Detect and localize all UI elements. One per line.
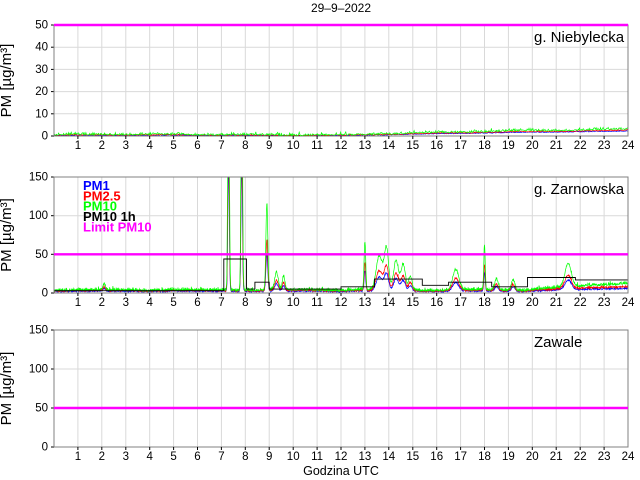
svg-text:14: 14 <box>382 451 395 463</box>
svg-text:0: 0 <box>42 442 48 454</box>
svg-text:14: 14 <box>382 297 395 309</box>
svg-text:19: 19 <box>502 451 515 463</box>
svg-text:12: 12 <box>335 451 348 463</box>
svg-text:6: 6 <box>194 451 200 463</box>
svg-text:13: 13 <box>359 297 372 309</box>
svg-text:16: 16 <box>430 140 443 152</box>
svg-text:17: 17 <box>454 140 467 152</box>
svg-text:6: 6 <box>194 140 200 152</box>
svg-text:24: 24 <box>622 451 635 463</box>
svg-text:7: 7 <box>218 297 224 309</box>
svg-text:20: 20 <box>526 297 539 309</box>
svg-text:100: 100 <box>29 364 48 376</box>
svg-text:15: 15 <box>406 297 419 309</box>
svg-text:16: 16 <box>430 297 443 309</box>
svg-text:150: 150 <box>29 172 48 184</box>
svg-text:14: 14 <box>382 140 395 152</box>
svg-text:22: 22 <box>574 297 587 309</box>
svg-text:22: 22 <box>574 451 587 463</box>
svg-text:6: 6 <box>194 297 200 309</box>
svg-text:10: 10 <box>35 108 48 120</box>
svg-text:9: 9 <box>266 297 272 309</box>
svg-text:g. Zarnowska: g. Zarnowska <box>534 181 625 198</box>
svg-text:2: 2 <box>99 140 105 152</box>
svg-text:4: 4 <box>146 297 153 309</box>
svg-text:21: 21 <box>550 451 563 463</box>
svg-text:8: 8 <box>242 140 248 152</box>
svg-text:15: 15 <box>406 451 419 463</box>
svg-text:PM [µg/m³]: PM [µg/m³] <box>0 352 15 426</box>
svg-text:18: 18 <box>478 140 491 152</box>
svg-text:24: 24 <box>622 297 635 309</box>
svg-text:PM [µg/m³]: PM [µg/m³] <box>0 198 15 272</box>
svg-text:29–9–2022: 29–9–2022 <box>311 1 371 15</box>
svg-text:5: 5 <box>170 297 176 309</box>
svg-text:13: 13 <box>359 140 372 152</box>
svg-text:19: 19 <box>502 297 515 309</box>
svg-text:20: 20 <box>35 86 48 98</box>
svg-text:20: 20 <box>526 140 539 152</box>
svg-text:Zawale: Zawale <box>534 334 582 351</box>
svg-text:18: 18 <box>478 297 491 309</box>
svg-text:13: 13 <box>359 451 372 463</box>
svg-text:40: 40 <box>35 42 48 54</box>
svg-text:8: 8 <box>242 451 248 463</box>
svg-text:20: 20 <box>526 451 539 463</box>
svg-text:11: 11 <box>311 451 323 463</box>
svg-text:4: 4 <box>146 451 153 463</box>
svg-text:3: 3 <box>123 140 129 152</box>
svg-text:12: 12 <box>335 140 348 152</box>
svg-text:23: 23 <box>598 140 611 152</box>
svg-text:Limit PM10: Limit PM10 <box>83 219 152 234</box>
svg-text:24: 24 <box>622 140 635 152</box>
svg-text:50: 50 <box>35 249 48 261</box>
svg-text:10: 10 <box>287 140 300 152</box>
svg-text:16: 16 <box>430 451 443 463</box>
svg-text:0: 0 <box>42 288 48 300</box>
svg-text:PM [µg/m³]: PM [µg/m³] <box>0 44 15 118</box>
svg-text:23: 23 <box>598 451 611 463</box>
svg-text:12: 12 <box>335 297 348 309</box>
svg-text:2: 2 <box>99 297 105 309</box>
svg-text:5: 5 <box>170 140 176 152</box>
svg-text:9: 9 <box>266 140 272 152</box>
svg-text:8: 8 <box>242 297 248 309</box>
svg-text:7: 7 <box>218 451 224 463</box>
svg-text:15: 15 <box>406 140 419 152</box>
svg-text:4: 4 <box>146 140 153 152</box>
svg-text:19: 19 <box>502 140 515 152</box>
svg-text:10: 10 <box>287 297 300 309</box>
svg-text:10: 10 <box>287 451 300 463</box>
svg-text:100: 100 <box>29 210 48 222</box>
svg-text:9: 9 <box>266 451 272 463</box>
svg-text:Godzina UTC: Godzina UTC <box>303 464 379 478</box>
svg-text:1: 1 <box>75 297 81 309</box>
svg-text:21: 21 <box>550 297 563 309</box>
svg-text:17: 17 <box>454 451 467 463</box>
svg-text:3: 3 <box>123 451 129 463</box>
svg-text:23: 23 <box>598 297 611 309</box>
svg-text:1: 1 <box>75 451 81 463</box>
svg-text:50: 50 <box>35 20 48 32</box>
svg-text:11: 11 <box>311 140 323 152</box>
svg-text:11: 11 <box>311 297 323 309</box>
svg-text:0: 0 <box>42 131 48 143</box>
svg-text:18: 18 <box>478 451 491 463</box>
svg-text:g. Niebylecka: g. Niebylecka <box>534 29 625 46</box>
svg-text:3: 3 <box>123 297 129 309</box>
svg-text:5: 5 <box>170 451 176 463</box>
svg-text:1: 1 <box>75 140 81 152</box>
svg-text:17: 17 <box>454 297 467 309</box>
svg-text:7: 7 <box>218 140 224 152</box>
svg-text:21: 21 <box>550 140 563 152</box>
svg-text:30: 30 <box>35 64 48 76</box>
svg-text:150: 150 <box>29 325 48 337</box>
svg-text:22: 22 <box>574 140 587 152</box>
svg-text:2: 2 <box>99 451 105 463</box>
svg-text:50: 50 <box>35 403 48 415</box>
